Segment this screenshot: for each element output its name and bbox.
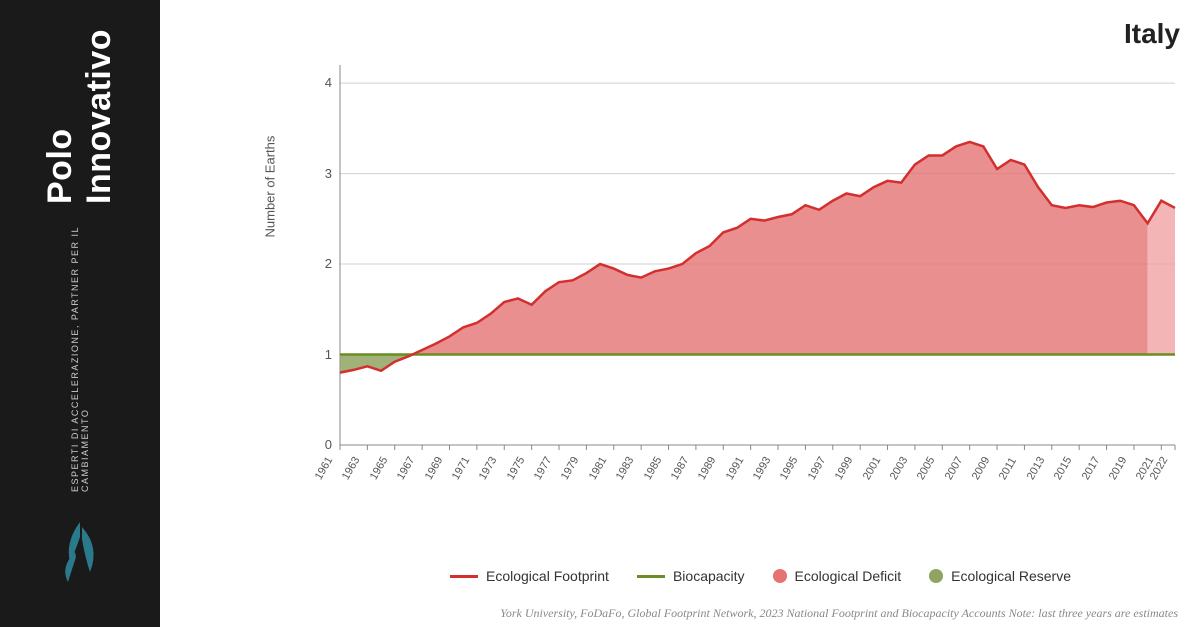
brand-title: Polo Innovativo [41, 0, 119, 204]
legend-footprint: Ecological Footprint [450, 568, 609, 584]
legend-deficit-label: Ecological Deficit [795, 568, 902, 584]
legend-reserve: Ecological Reserve [929, 568, 1071, 584]
y-tick-label: 3 [302, 166, 332, 181]
sidebar: ESPERTI DI ACCELERAZIONE, PARTNER PER IL… [0, 0, 160, 627]
source-note: York University, FoDaFo, Global Footprin… [160, 606, 1190, 621]
brand-subtitle: ESPERTI DI ACCELERAZIONE, PARTNER PER IL… [70, 216, 90, 492]
legend-biocapacity: Biocapacity [637, 568, 745, 584]
chart-container [300, 55, 1185, 500]
main-area: Italy Number of Earths 01234 19611963196… [160, 0, 1200, 627]
legend-biocapacity-label: Biocapacity [673, 568, 745, 584]
brand-block: ESPERTI DI ACCELERAZIONE, PARTNER PER IL… [41, 0, 119, 492]
legend-footprint-label: Ecological Footprint [486, 568, 609, 584]
brand-leaf-icon [50, 517, 110, 587]
y-tick-label: 0 [302, 437, 332, 452]
legend-deficit: Ecological Deficit [773, 568, 902, 584]
y-axis-label: Number of Earths [263, 136, 278, 238]
chart-title: Italy [1124, 18, 1180, 50]
legend-reserve-dot [929, 569, 943, 583]
legend-reserve-label: Ecological Reserve [951, 568, 1071, 584]
y-tick-label: 2 [302, 256, 332, 271]
legend-biocapacity-line [637, 575, 665, 578]
chart-svg [300, 55, 1185, 500]
legend: Ecological Footprint Biocapacity Ecologi… [450, 568, 1071, 584]
y-tick-label: 1 [302, 347, 332, 362]
legend-footprint-line [450, 575, 478, 578]
legend-deficit-dot [773, 569, 787, 583]
y-tick-label: 4 [302, 75, 332, 90]
